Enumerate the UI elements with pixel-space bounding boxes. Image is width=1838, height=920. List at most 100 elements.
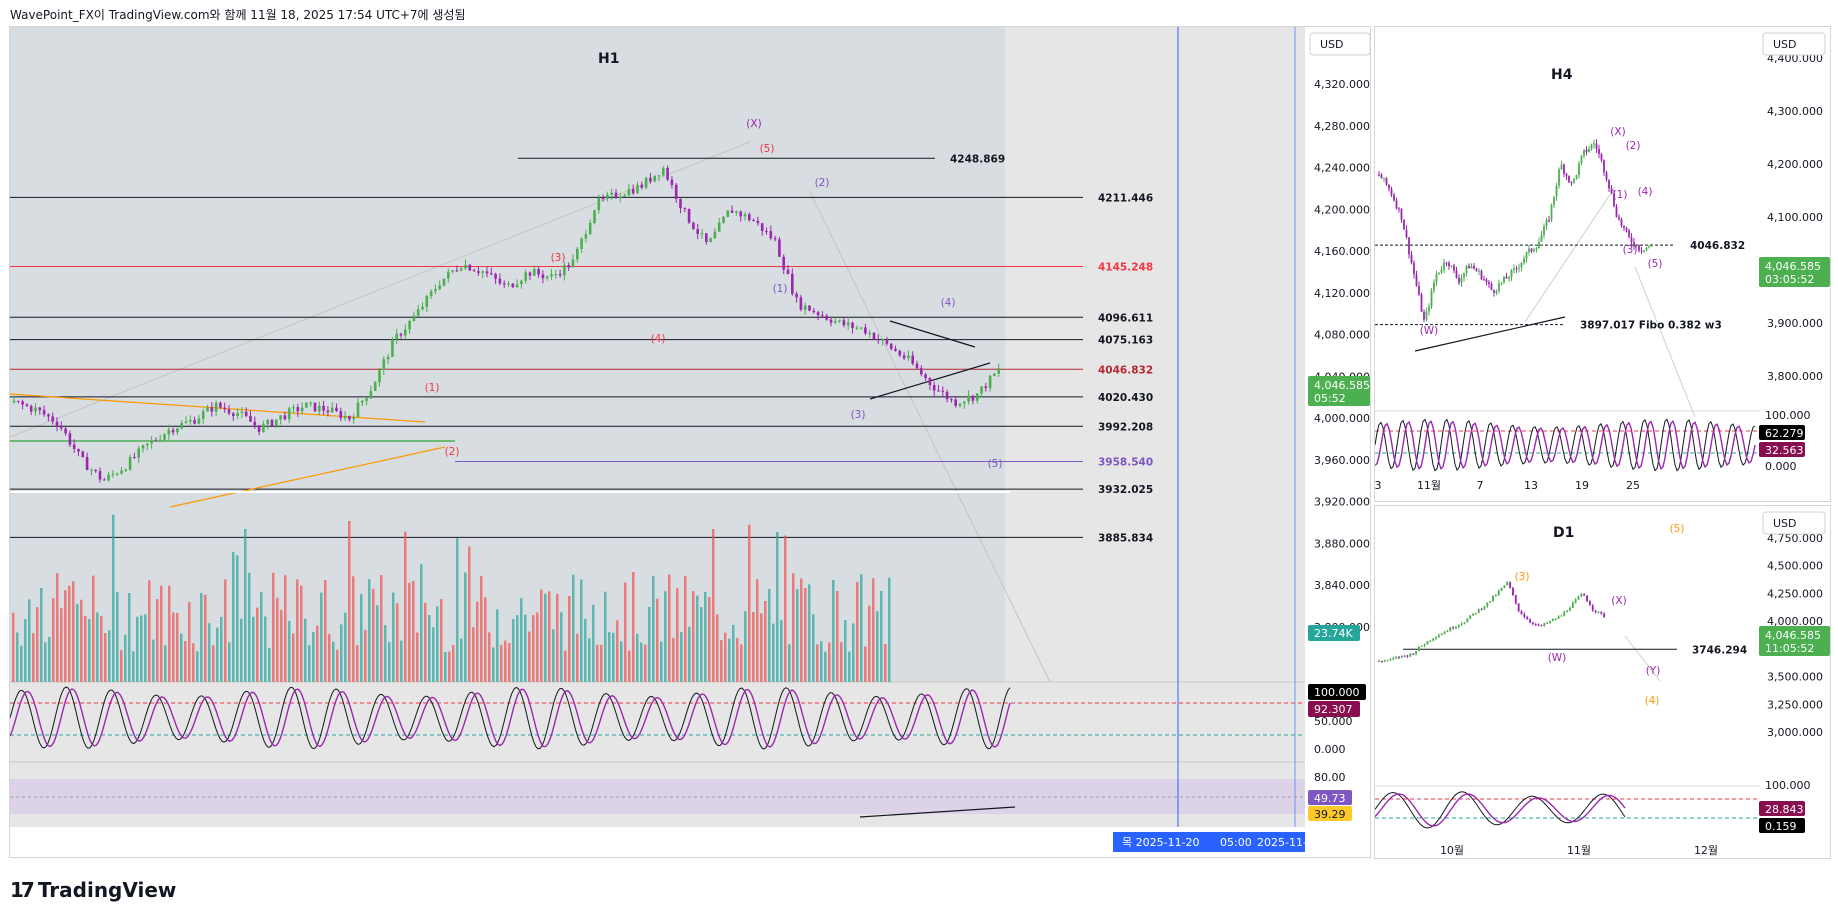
h4-candle: [1440, 269, 1443, 273]
volume-bar: [504, 640, 507, 682]
h1-level-label-3: 4096.611: [1098, 312, 1153, 324]
volume-bar: [408, 582, 411, 682]
h4-candle: [1455, 270, 1458, 278]
h4-x-tick-0: 3: [1375, 479, 1382, 492]
h1-chart-panel[interactable]: 4248.869 4211.446 4145.248 4096.611 4075.163…: [9, 26, 1371, 858]
volume-bar: [376, 605, 379, 682]
h4-candle: [1520, 262, 1523, 268]
volume-bar: [96, 612, 99, 682]
h4-candle: [1600, 153, 1603, 161]
volume-bar: [392, 592, 395, 682]
h4-price-badge: [1759, 257, 1830, 287]
h4-currency-label: USD: [1773, 38, 1797, 51]
d1-candle: [1551, 619, 1554, 621]
h4-candle: [1598, 148, 1600, 154]
h1-candle: [610, 192, 613, 195]
h1-candle: [184, 421, 188, 424]
h1-candle: [580, 238, 583, 249]
h1-candle: [597, 198, 601, 211]
d1-y-tick-0: 4,750.000: [1767, 532, 1823, 545]
volume-bar: [692, 591, 695, 682]
h4-wave-label-6: (W): [1420, 325, 1439, 337]
volume-bar: [552, 629, 555, 682]
tradingview-logo[interactable]: 17 TradingView: [10, 878, 176, 902]
d1-candle: [1500, 587, 1503, 591]
volume-bar: [104, 633, 107, 682]
volume-bar: [828, 642, 831, 682]
h1-candle: [735, 211, 738, 213]
h1-level-label-7: 3992.208: [1098, 421, 1153, 433]
h4-candle: [1398, 208, 1400, 210]
volume-bar: [768, 588, 771, 682]
volume-bar: [36, 607, 39, 682]
h4-candle: [1583, 149, 1585, 156]
d1-chart-panel[interactable]: 3746.294 (5) (3) (X) (W) (Y) (4) D1 4,750.000…: [1374, 505, 1831, 859]
h4-candle: [1388, 184, 1390, 189]
h4-currency-button[interactable]: [1762, 32, 1826, 56]
h4-candle: [1435, 274, 1438, 283]
volume-bar: [628, 650, 631, 682]
volume-bar: [124, 634, 127, 682]
h4-candle: [1578, 163, 1580, 176]
d1-stoch-value2: 0.159: [1765, 820, 1797, 833]
volume-bar: [160, 585, 163, 682]
h4-candle: [1413, 262, 1415, 275]
d1-wave-label-0: (5): [1670, 523, 1685, 535]
h1-candle: [120, 470, 123, 474]
h1-candle: [189, 420, 192, 422]
h4-candle: [1390, 188, 1393, 195]
h4-chart-panel[interactable]: 4046.832 3897.017 Fibo 0.382 w3 (X) (2) (1)…: [1374, 26, 1831, 502]
d1-candle: [1435, 637, 1437, 639]
d1-currency-button[interactable]: [1762, 511, 1826, 535]
h4-candle: [1573, 178, 1575, 183]
h1-currency-button[interactable]: [1309, 32, 1370, 56]
volume-bar: [312, 631, 315, 682]
h1-candle: [803, 305, 807, 310]
volume-bar: [792, 573, 795, 682]
h1-candle: [429, 291, 433, 296]
d1-candle: [1415, 651, 1417, 655]
h1-candle: [447, 271, 450, 279]
stoch-max-badge: [1308, 684, 1366, 700]
h4-candle: [1453, 265, 1455, 271]
h1-chart-svg[interactable]: 4248.869 4211.446 4145.248 4096.611 4075.163…: [10, 27, 1370, 857]
volume-bar: [60, 608, 63, 682]
h1-candle: [296, 407, 300, 412]
volume-bar: [668, 574, 671, 682]
d1-chart-svg[interactable]: 3746.294 (5) (3) (X) (W) (Y) (4) D1 4,750.000…: [1375, 506, 1830, 858]
h4-candle: [1558, 169, 1560, 186]
volume-bar: [200, 592, 203, 682]
h1-candle: [163, 434, 166, 440]
d1-y-tick-5: 3,500.000: [1767, 671, 1823, 684]
h4-candle: [1380, 174, 1383, 179]
volume-bar: [220, 616, 223, 682]
h1-candle: [51, 416, 54, 422]
d1-candle: [1523, 613, 1526, 618]
h4-candle: [1480, 270, 1483, 280]
rsi-value: 49.73: [1314, 792, 1346, 805]
h1-candle: [713, 231, 717, 239]
h1-candle: [326, 410, 330, 413]
h4-price-value: 4,046.585: [1765, 260, 1821, 273]
volume-bar: [744, 611, 747, 682]
volume-bar: [20, 645, 23, 682]
h1-level-label-0: 4248.869: [950, 153, 1005, 165]
h4-x-tick-5: 25: [1626, 479, 1640, 492]
volume-bar: [620, 641, 623, 682]
volume-bar: [836, 590, 839, 682]
h1-candle: [442, 278, 446, 286]
volume-bar: [808, 584, 811, 682]
h4-candle: [1593, 143, 1595, 145]
h1-candle: [631, 189, 635, 194]
h1-candle: [765, 231, 768, 233]
rsi-tick-80: 80.00: [1314, 771, 1346, 784]
h1-candle: [81, 451, 85, 458]
volume-bar: [788, 644, 791, 682]
volume-bar: [548, 591, 551, 682]
volume-bar: [372, 588, 375, 682]
h4-chart-svg[interactable]: 4046.832 3897.017 Fibo 0.382 w3 (X)(2) (1)…: [1375, 27, 1830, 501]
h4-candle: [1503, 276, 1505, 283]
h1-y-tick-1: 4,280.000: [1314, 120, 1370, 133]
h1-candle: [717, 222, 721, 232]
h4-candle: [1500, 282, 1503, 284]
